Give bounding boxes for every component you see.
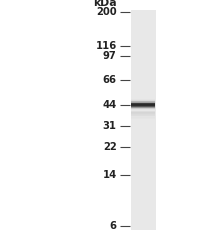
Bar [131, 113, 155, 114]
Bar [131, 114, 155, 115]
Bar [131, 102, 155, 103]
Text: 116: 116 [95, 41, 117, 51]
Bar [131, 116, 155, 117]
Text: 200: 200 [96, 7, 117, 17]
Bar [131, 10, 156, 230]
Bar [131, 105, 155, 106]
Bar [131, 115, 155, 116]
Bar [131, 99, 155, 100]
Text: 22: 22 [103, 142, 117, 152]
Bar [131, 104, 155, 105]
Bar [131, 106, 155, 107]
Bar [131, 112, 155, 113]
Bar [131, 101, 155, 102]
Text: 14: 14 [102, 170, 117, 180]
Bar [131, 103, 155, 104]
Bar [131, 101, 155, 102]
Bar [131, 118, 155, 119]
Bar [131, 100, 155, 101]
Bar [131, 118, 155, 119]
Bar [131, 104, 155, 105]
Bar [131, 111, 155, 112]
Bar [131, 117, 155, 118]
Text: 97: 97 [103, 51, 117, 61]
Bar [131, 103, 155, 104]
Text: 6: 6 [110, 222, 117, 231]
Bar [131, 108, 155, 109]
Bar [131, 115, 155, 116]
Bar [131, 109, 155, 110]
Bar [131, 105, 155, 106]
Bar [131, 100, 155, 101]
Text: 31: 31 [103, 121, 117, 131]
Bar [131, 113, 155, 114]
Text: kDa: kDa [93, 0, 117, 8]
Bar [131, 117, 155, 118]
Bar [131, 112, 155, 113]
Bar [131, 107, 155, 108]
Bar [131, 109, 155, 110]
Text: 66: 66 [103, 75, 117, 85]
Bar [131, 114, 155, 115]
Bar [131, 107, 155, 108]
Text: 44: 44 [102, 100, 117, 110]
Bar [131, 102, 155, 103]
